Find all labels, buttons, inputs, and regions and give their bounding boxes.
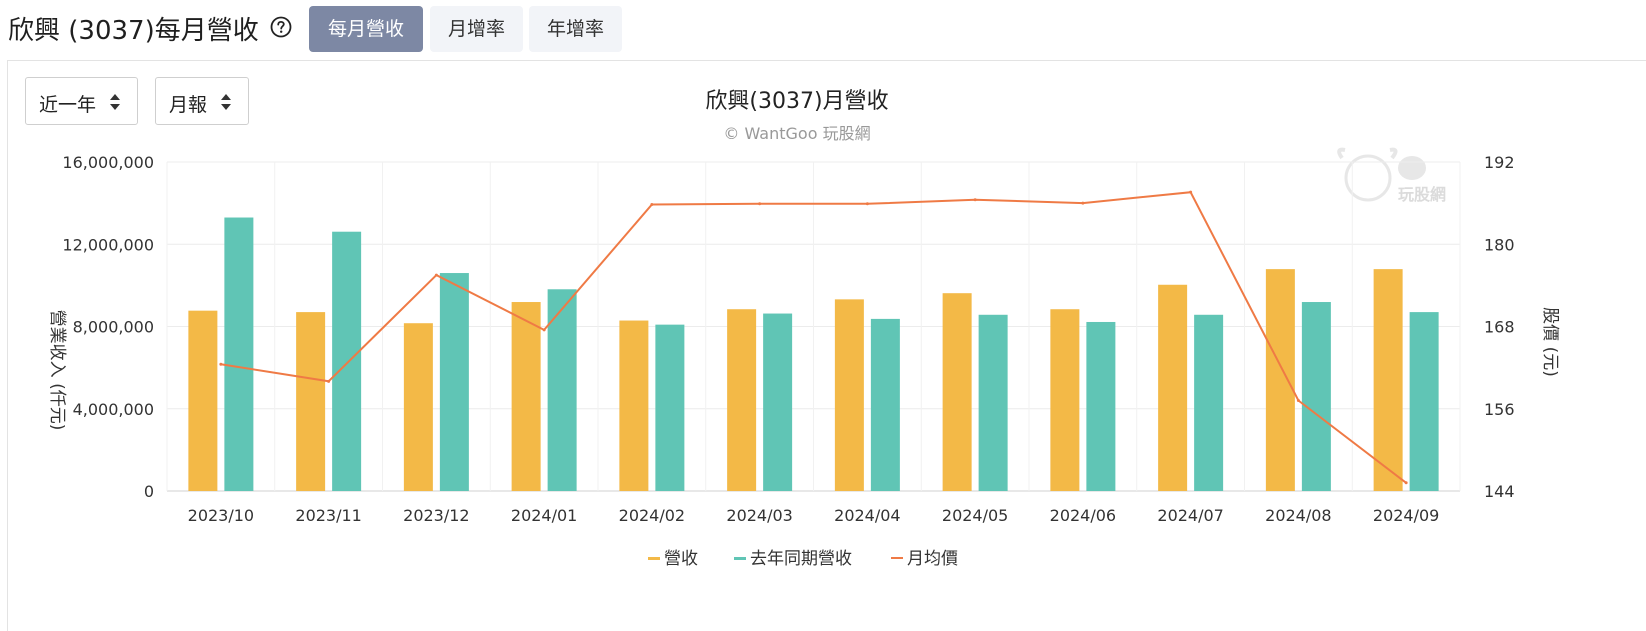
legend-label: 營收: [664, 549, 698, 569]
right-tick-label: 180: [1484, 235, 1515, 254]
last-year-revenue-bar: [870, 318, 900, 491]
price-point: [758, 202, 762, 206]
left-tick-label: 16,000,000: [62, 153, 154, 172]
revenue-bar: [834, 299, 864, 491]
price-line-series: [219, 190, 1408, 485]
legend-swatch: [891, 557, 903, 559]
x-tick-label: 2024/07: [1157, 506, 1223, 525]
revenue-bar: [1050, 309, 1080, 491]
right-axis: 144 156 168 180 192: [1484, 153, 1515, 501]
grid-lines: [166, 161, 1461, 492]
page-title: 欣興 (3037)每月營收: [8, 16, 259, 46]
x-tick-label: 2024/06: [1050, 506, 1116, 525]
revenue-bar: [1373, 269, 1403, 491]
right-tick-label: 144: [1484, 482, 1515, 501]
last-year-revenue-bar: [655, 324, 685, 491]
range-select-value: 近一年: [39, 94, 97, 116]
sort-arrows-icon: [110, 94, 120, 110]
price-point: [219, 362, 223, 366]
right-tick-label: 168: [1484, 318, 1515, 337]
price-point: [542, 328, 546, 332]
price-point: [1081, 201, 1085, 205]
chart-legend: 營收 去年同期營收 月均價: [648, 549, 958, 569]
x-axis-labels: 2023/10 2023/11 2023/12 2024/01 2024/02 2024/…: [188, 506, 1440, 525]
right-tick-label: 156: [1484, 400, 1515, 419]
last-year-revenue-bar: [1086, 321, 1116, 491]
legend-label: 去年同期營收: [750, 549, 852, 569]
price-point: [973, 198, 977, 202]
left-tick-label: 8,000,000: [73, 318, 154, 337]
revenue-bar: [403, 323, 433, 491]
price-point: [1404, 481, 1408, 485]
last-year-revenue-bar: [547, 289, 577, 491]
tab-mom-growth[interactable]: 月增率: [430, 6, 523, 52]
x-tick-label: 2024/02: [619, 506, 685, 525]
x-tick-label: 2023/12: [403, 506, 469, 525]
last-year-revenue-bar: [763, 313, 793, 491]
x-tick-label: 2024/04: [834, 506, 900, 525]
left-axis-label: 營業收入 (仟元): [47, 310, 67, 431]
period-select-value: 月報: [169, 94, 208, 116]
right-tick-label: 192: [1484, 153, 1515, 172]
tab-monthly-revenue[interactable]: 每月營收: [309, 6, 423, 52]
left-axis: 0 4,000,000 8,000,000 12,000,000 16,000,000: [62, 153, 154, 501]
x-tick-label: 2024/05: [942, 506, 1008, 525]
price-point: [650, 202, 654, 206]
right-axis-label: 股價 (元): [1540, 307, 1560, 377]
x-tick-label: 2024/01: [511, 506, 577, 525]
tab-yoy-growth[interactable]: 年增率: [529, 6, 622, 52]
watermark-text: 玩股網: [1398, 185, 1446, 204]
last-year-revenue-bar: [978, 314, 1008, 491]
revenue-bar: [511, 302, 541, 491]
left-tick-label: 12,000,000: [62, 235, 154, 254]
price-point: [1189, 190, 1193, 194]
x-tick-label: 2023/11: [295, 506, 361, 525]
chart-panel: [7, 60, 1646, 631]
bar-series: [188, 217, 1439, 492]
legend-label: 月均價: [907, 549, 958, 569]
last-year-revenue-bar: [224, 217, 254, 492]
chart-title: 欣興(3037)月營收: [705, 89, 888, 114]
header: 欣興 (3037)每月營收 每月營收 月增率 年增率: [0, 0, 1646, 60]
price-point: [434, 273, 438, 277]
last-year-revenue-bar: [332, 231, 362, 491]
price-line: [220, 191, 1407, 484]
range-select[interactable]: 近一年: [25, 77, 138, 125]
x-tick-label: 2023/10: [188, 506, 254, 525]
revenue-bar: [1265, 269, 1295, 491]
price-point: [1296, 399, 1300, 403]
price-point: [865, 202, 869, 206]
legend-swatch: [734, 557, 746, 560]
revenue-bar: [619, 320, 649, 491]
x-tick-label: 2024/09: [1373, 506, 1439, 525]
x-tick-label: 2024/08: [1265, 506, 1331, 525]
x-tick-label: 2024/03: [726, 506, 792, 525]
last-year-revenue-bar: [439, 273, 469, 491]
chart-subtitle: © WantGoo 玩股網: [723, 124, 870, 143]
last-year-revenue-bar: [1194, 314, 1224, 491]
revenue-bar: [942, 293, 972, 491]
revenue-bar: [188, 310, 218, 491]
left-tick-label: 4,000,000: [73, 400, 154, 419]
sort-arrows-icon: [221, 94, 231, 110]
wantgoo-watermark: 玩股網: [1337, 147, 1446, 204]
left-tick-label: 0: [144, 482, 154, 501]
question-circle-icon[interactable]: [270, 16, 292, 38]
revenue-bar: [1158, 284, 1188, 491]
revenue-bar: [727, 309, 757, 491]
price-point: [327, 379, 331, 383]
revenue-chart: 欣興(3037)月營收 © WantGoo 玩股網 玩股網 0 4,000,000…: [47, 89, 1560, 569]
legend-swatch: [648, 557, 660, 560]
last-year-revenue-bar: [1409, 312, 1439, 491]
period-select[interactable]: 月報: [155, 77, 249, 125]
last-year-revenue-bar: [1301, 302, 1331, 491]
revenue-bar: [296, 312, 326, 491]
